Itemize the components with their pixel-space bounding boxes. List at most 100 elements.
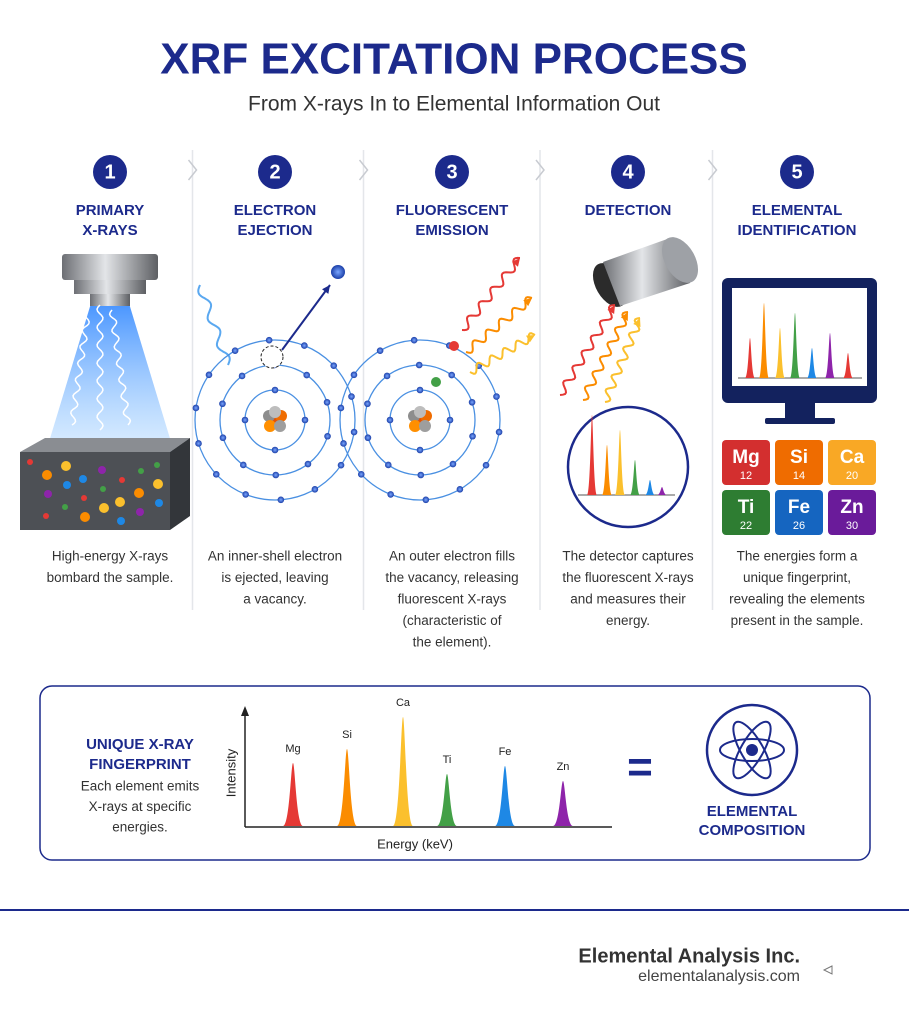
atom-icon: [705, 703, 799, 797]
incident-wave: [559, 304, 616, 396]
filling-electron: [431, 377, 441, 387]
element-symbol: Ca: [840, 447, 865, 468]
step-title: IDENTIFICATION: [738, 222, 857, 239]
electron: [241, 416, 249, 424]
monitor-spectrum-peak: [825, 333, 835, 378]
step-description: High-energy X-rays: [52, 549, 169, 564]
step-chevron: [187, 159, 198, 181]
sample-grain: [62, 504, 68, 510]
step-title: FLUORESCENT: [396, 202, 509, 219]
monitor-spectrum-peak: [759, 303, 769, 378]
sample-grain: [119, 477, 125, 483]
electron: [350, 371, 358, 379]
title: XRF EXCITATION PROCESS: [160, 35, 748, 84]
element-tile: [722, 490, 770, 535]
nucleon: [264, 420, 276, 432]
electron: [340, 440, 347, 447]
sample-grain: [80, 512, 90, 522]
fluorescent-wave: [461, 256, 521, 332]
monitor-spectrum-peak: [843, 353, 853, 378]
nucleon: [419, 420, 431, 432]
electron-shell: [339, 339, 501, 501]
sample-grain: [81, 495, 87, 501]
website: elementalanalysis.com: [638, 968, 800, 985]
electron: [348, 393, 355, 400]
detector-spectrum-peak: [587, 415, 597, 495]
spectrum-peak: [553, 781, 573, 826]
electron: [323, 398, 331, 406]
electron: [219, 434, 227, 442]
result-label: ELEMENTAL: [707, 803, 798, 820]
step-number: 5: [791, 161, 802, 183]
step-title: PRIMARY: [76, 202, 145, 219]
step-description: An inner-shell electron: [208, 549, 342, 564]
electron: [350, 428, 358, 436]
element-number: 14: [793, 470, 805, 482]
step-chevron: [535, 159, 545, 181]
fingerprint-title: FINGERPRINT: [89, 756, 191, 773]
element-number: 30: [846, 520, 858, 532]
fluorescent-wave: [465, 296, 533, 354]
element-symbol: Zn: [840, 497, 863, 518]
vacancy-electron: [449, 341, 459, 351]
spectrum-peak: [495, 766, 515, 826]
step-title: ELEMENTAL: [752, 202, 843, 219]
peak-label: Mg: [285, 743, 300, 755]
electron: [271, 386, 279, 394]
electron: [456, 486, 464, 493]
element-number: 22: [740, 520, 752, 532]
fingerprint-title: UNIQUE X-RAY: [86, 736, 194, 753]
detector-spectrum-peak: [602, 445, 612, 495]
step-description: and measures their: [570, 592, 686, 607]
step-badge: [435, 155, 469, 189]
sample-grain: [99, 503, 109, 513]
electron: [240, 461, 247, 469]
peak-label: Ca: [396, 697, 411, 709]
result-label: COMPOSITION: [699, 822, 806, 839]
fingerprint-description: Each element emits: [81, 779, 200, 794]
electron: [231, 347, 239, 354]
ejection-arrow: [281, 284, 331, 351]
peak-label: Fe: [499, 746, 512, 758]
peak-label: Si: [342, 729, 352, 741]
arrow-head: [322, 285, 330, 294]
electron: [219, 400, 226, 408]
spectrum-peak: [437, 774, 457, 826]
sample-grain: [63, 481, 71, 489]
electron: [265, 336, 273, 344]
sample-grain: [154, 462, 160, 468]
xray-wave: [96, 304, 104, 431]
step-title: X-RAYS: [82, 222, 137, 239]
electron-shell: [194, 339, 356, 501]
step-description: The detector captures: [562, 549, 694, 564]
electron: [192, 404, 200, 412]
electron: [449, 460, 457, 468]
electron: [311, 486, 319, 493]
electron: [482, 461, 490, 469]
equals-sign: =: [627, 743, 653, 792]
step-title: ELECTRON: [234, 202, 317, 219]
electron: [271, 446, 279, 454]
detector-spectrum-peak: [657, 487, 667, 495]
electron: [386, 416, 394, 424]
xray-wave: [108, 309, 132, 426]
sample-grain: [42, 470, 52, 480]
step-chevron: [358, 159, 369, 181]
element-tile: [828, 440, 876, 485]
step-number: 3: [446, 161, 457, 183]
step-number: 1: [104, 161, 115, 183]
xray-wave: [70, 309, 90, 426]
electron: [337, 404, 345, 412]
electron: [304, 460, 312, 468]
electron: [301, 416, 309, 424]
company-name: Elemental Analysis Inc.: [578, 945, 800, 967]
electron: [277, 496, 285, 504]
electron: [357, 471, 365, 478]
step-badge: [611, 155, 645, 189]
icon: [822, 965, 833, 975]
subtitle: From X-rays In to Elemental Information …: [248, 93, 660, 116]
sample-grain: [98, 466, 106, 474]
element-tile: [828, 490, 876, 535]
step-description: present in the sample.: [731, 613, 864, 628]
